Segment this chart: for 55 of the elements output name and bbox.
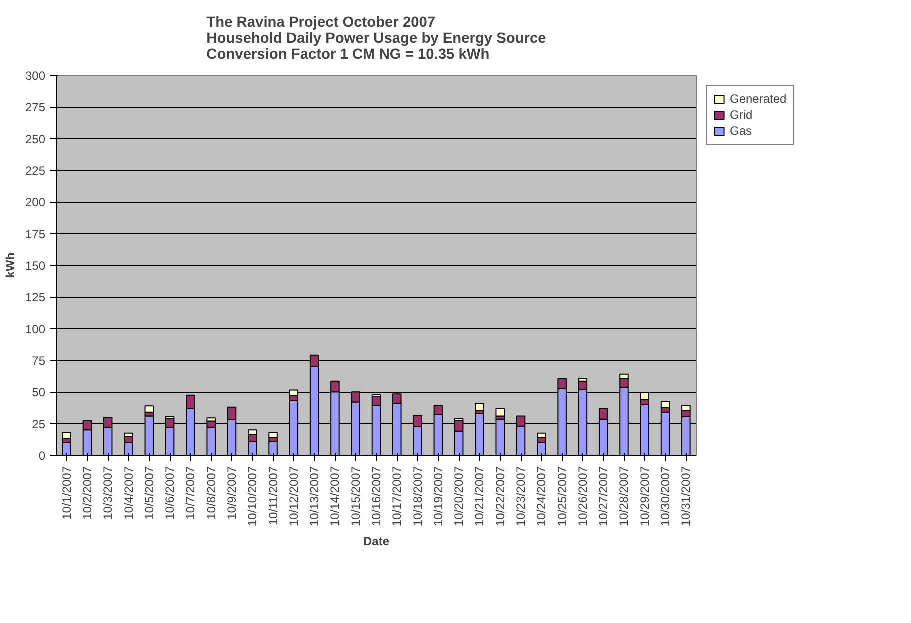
y-tick-label: 225 — [25, 164, 46, 178]
x-tick-label: 10/22/2007 — [493, 466, 508, 527]
x-tick-label: 10/19/2007 — [431, 466, 446, 527]
x-tick-label: 10/13/2007 — [308, 466, 322, 527]
x-tick-label: 10/26/2007 — [576, 466, 590, 527]
x-tick-label: 10/8/2007 — [204, 466, 218, 520]
x-tick-label: 10/7/2007 — [184, 466, 198, 520]
bar — [144, 406, 154, 413]
y-tick-label: 125 — [25, 290, 46, 305]
bar — [475, 403, 484, 412]
x-tick-label: 10/16/2007 — [370, 466, 384, 527]
y-tick-label: 25 — [32, 417, 46, 432]
x-tick-label: 10/9/2007 — [224, 466, 239, 520]
x-tick-label: 10/11/2007 — [266, 466, 280, 526]
y-tick-label: 250 — [25, 132, 46, 146]
x-tick-label: 10/6/2007 — [163, 466, 178, 520]
y-tick-label: 100 — [25, 322, 46, 336]
bar — [496, 408, 505, 417]
x-tick-label: 10/5/2007 — [142, 466, 156, 520]
x-tick-label: 10/23/2007 — [514, 466, 528, 527]
y-tick-label: 200 — [25, 196, 46, 210]
legend-label: Gas — [730, 124, 752, 138]
x-tick-label: 10/12/2007 — [286, 466, 301, 527]
x-tick-label: 10/4/2007 — [122, 466, 136, 520]
y-tick-label: 300 — [25, 69, 46, 83]
x-tick-label: 10/17/2007 — [390, 466, 404, 527]
x-tick-label: 10/29/2007 — [638, 466, 652, 527]
x-tick-label: 10/30/2007 — [658, 466, 673, 527]
x-tick-label: 10/28/2007 — [617, 466, 632, 527]
x-tick-label: 10/10/2007 — [246, 466, 260, 527]
y-tick-label: 275 — [25, 100, 46, 115]
x-tick-label: 10/18/2007 — [410, 466, 425, 527]
x-tick-label: 10/14/2007 — [328, 466, 342, 527]
x-tick-label: 10/2/2007 — [80, 466, 94, 520]
x-tick-label: 10/24/2007 — [534, 466, 549, 527]
y-tick-label: 50 — [32, 386, 46, 400]
x-tick-label: 10/15/2007 — [348, 466, 363, 527]
x-tick-label: 10/21/2007 — [472, 466, 487, 527]
legend-label: Generated — [730, 92, 787, 106]
chart-title: The Ravina Project October 2007 Household Daily Power Usage by Energy Source Conversion Factor 1 CM NG = 10.35 kWh — [206, 15, 546, 63]
y-tick-label: 75 — [32, 354, 46, 368]
x-tick-label: 10/25/2007 — [555, 466, 570, 527]
y-tick-label: 175 — [25, 227, 46, 242]
x-tick-label: 10/31/2007 — [679, 466, 694, 527]
x-tick-label: 10/27/2007 — [596, 466, 611, 527]
bar — [268, 432, 278, 438]
bar — [62, 432, 72, 440]
x-tick-label: 10/1/2007 — [60, 466, 74, 520]
legend-label: Grid — [730, 108, 753, 122]
y-tick-label: 0 — [38, 449, 46, 463]
y-axis-title: kWh — [3, 252, 18, 278]
x-axis-title: Date — [363, 534, 390, 549]
x-tick-label: 10/3/2007 — [101, 466, 116, 520]
y-tick-label: 150 — [25, 259, 46, 273]
x-tick-label: 10/20/2007 — [452, 466, 466, 527]
